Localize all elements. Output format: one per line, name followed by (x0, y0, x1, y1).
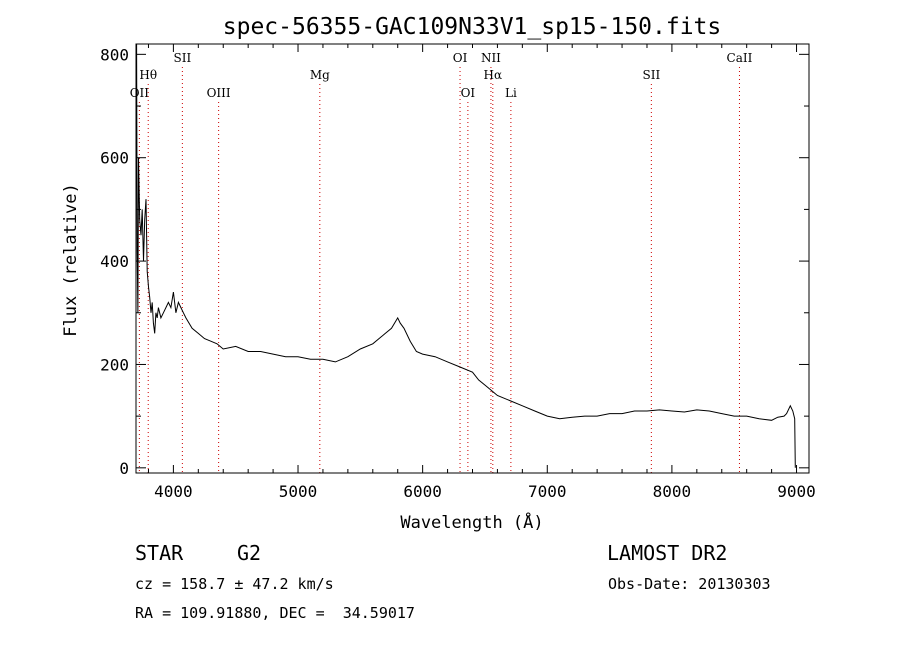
line-label: Hθ (139, 68, 157, 82)
line-label: OI (453, 51, 468, 65)
chart-title: spec-56355-GAC109N33V1_sp15-150.fits (223, 14, 722, 40)
object-type: STAR (135, 541, 184, 565)
y-tick-label: 400 (100, 252, 129, 271)
y-axis-label: Flux (relative) (61, 183, 81, 337)
spectrum-chart: spec-56355-GAC109N33V1_sp15-150.fits OII… (61, 14, 816, 533)
x-tick-label: 6000 (403, 482, 442, 501)
coordinates: RA = 109.91880, DEC = 34.59017 (135, 604, 415, 622)
line-label: SII (642, 68, 660, 82)
y-tick-label: 0 (119, 459, 129, 478)
y-tick-label: 600 (100, 149, 129, 168)
object-subclass: G2 (237, 541, 262, 565)
spectrum-line (135, 43, 796, 468)
plot-frame (135, 43, 810, 474)
y-tick-label: 200 (100, 355, 129, 374)
line-label: Mg (310, 68, 330, 82)
line-label: NII (481, 51, 501, 65)
x-axis: 4000 5000 6000 7000 8000 9000 (147, 44, 816, 501)
y-axis: 0 200 400 600 800 (100, 45, 809, 478)
line-label: OI (461, 86, 476, 100)
line-label: SII (174, 51, 192, 65)
x-tick-label: 9000 (777, 482, 816, 501)
observation-date: Obs-Date: 20130303 (608, 575, 771, 593)
line-label: CaII (727, 51, 753, 65)
survey-name: LAMOST DR2 (607, 541, 728, 565)
x-tick-label: 8000 (653, 482, 692, 501)
x-tick-label: 5000 (279, 482, 318, 501)
redshift-info: cz = 158.7 ± 47.2 km/s (135, 575, 334, 593)
x-tick-label: 7000 (528, 482, 567, 501)
line-label: OII (130, 86, 150, 100)
x-tick-label: 4000 (154, 482, 193, 501)
line-label: OIII (207, 86, 231, 100)
line-label: Li (505, 86, 517, 100)
y-tick-label: 800 (100, 45, 129, 64)
line-label: Hα (484, 68, 503, 82)
x-axis-label: Wavelength (Å) (400, 511, 543, 533)
